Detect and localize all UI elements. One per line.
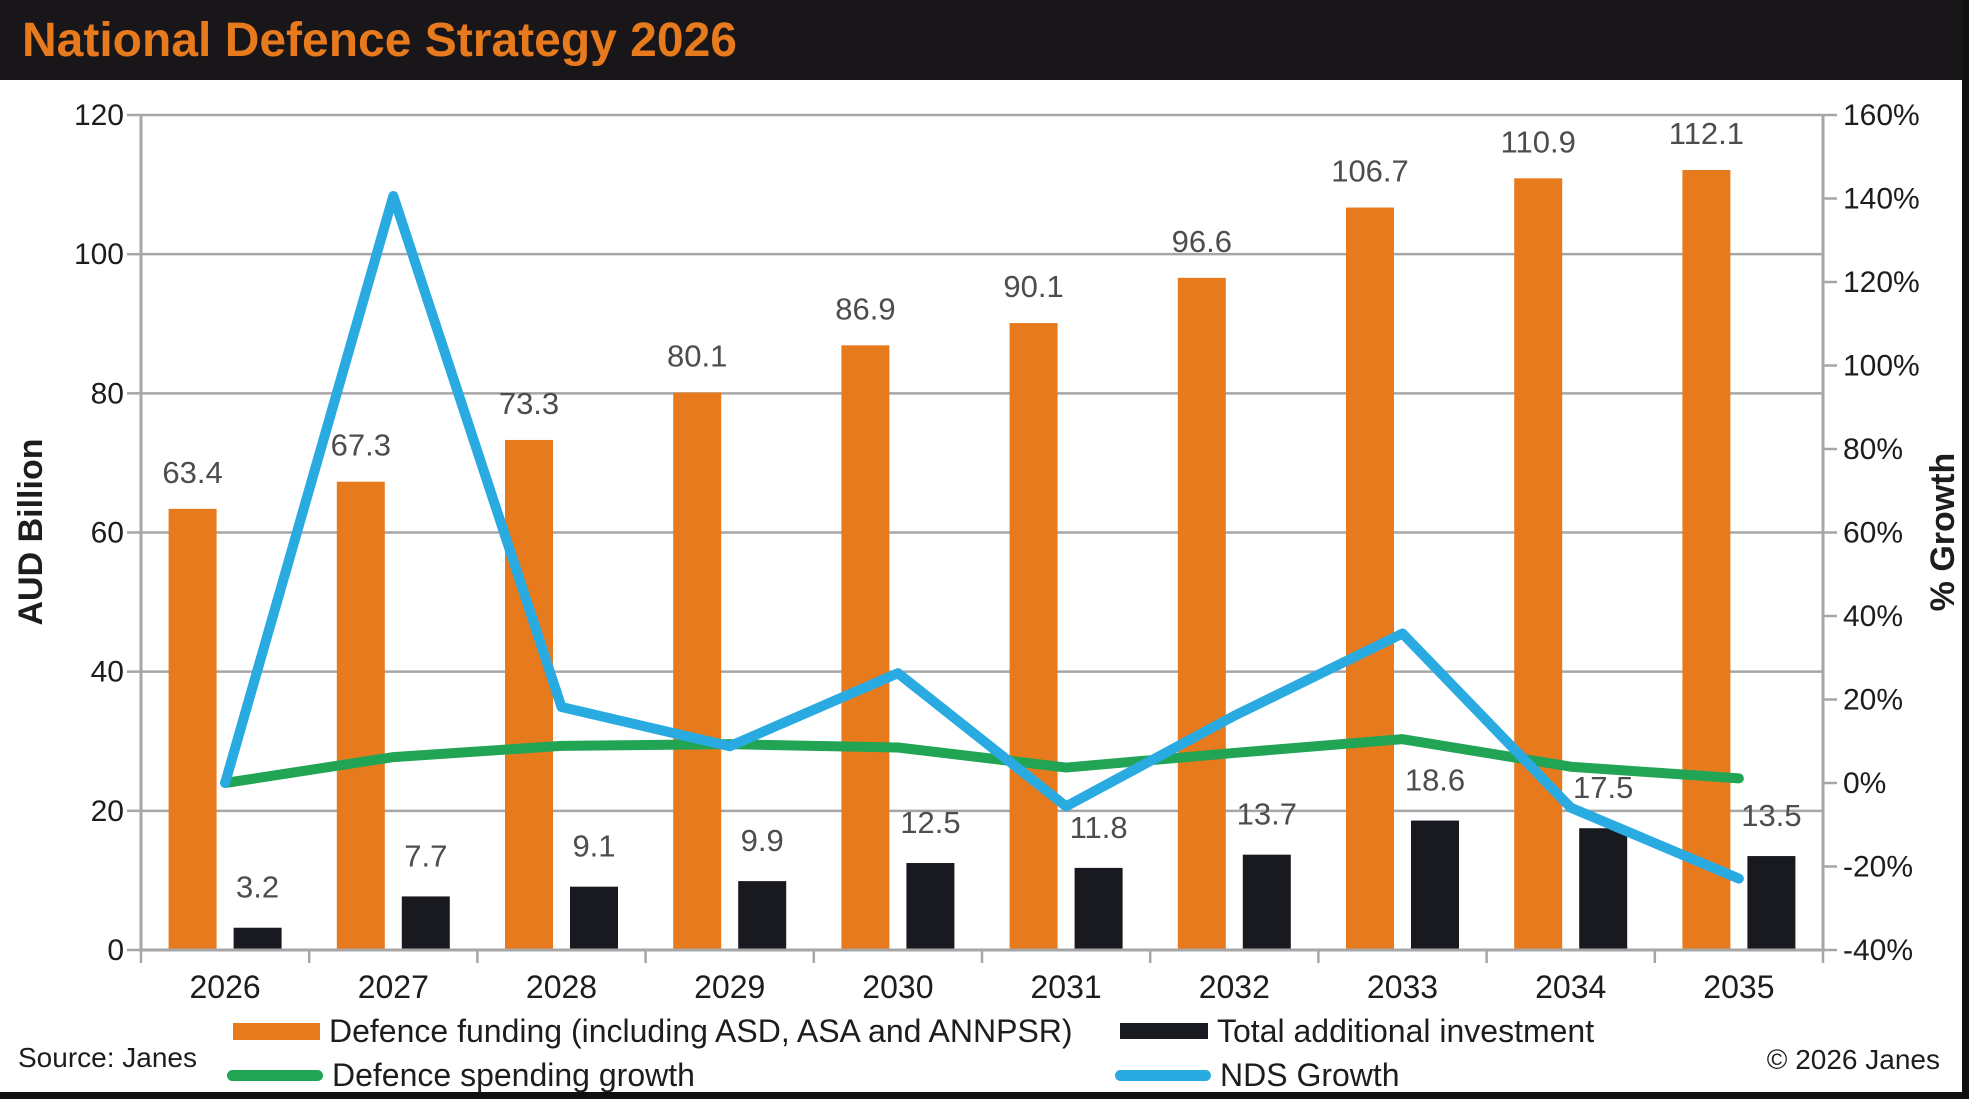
left-axis-tick-label: 120 [74, 99, 124, 132]
additional-investment-bar [1579, 828, 1628, 950]
legend-item-spending-growth: Defence spending growth [227, 1056, 695, 1094]
additional-investment-bar [1242, 854, 1291, 950]
legend-label-nds-growth: NDS Growth [1220, 1056, 1400, 1093]
right-axis-tick-label: -20% [1843, 851, 1913, 884]
right-axis-title: % Growth [1924, 452, 1962, 612]
left-axis-tick-label: 40 [91, 656, 124, 689]
frame-bottom-edge [0, 1092, 1969, 1099]
legend-label-additional-investment: Total additional investment [1217, 1012, 1595, 1049]
defence-funding-bar [1514, 178, 1563, 951]
additional-investment-bar [1747, 856, 1796, 950]
right-axis-tick-label: 20% [1843, 684, 1903, 717]
bar-value-label: 17.5 [1573, 770, 1633, 805]
left-axis-tick-label: 60 [91, 517, 124, 550]
bar-value-label: 67.3 [331, 428, 391, 463]
legend-item-defence-funding: Defence funding (including ASD, ASA and … [233, 1012, 1073, 1050]
x-axis-label: 2033 [1367, 969, 1438, 1005]
source-note: Source: Janes [18, 1042, 197, 1073]
legend-item-additional-investment: Total additional investment [1120, 1012, 1594, 1050]
additional-investment-bar [570, 886, 618, 950]
additional-investment-bar [738, 881, 787, 950]
left-axis-tick-label: 100 [74, 238, 124, 271]
defence-funding-bar [1682, 169, 1731, 951]
additional-investment-swatch [1120, 1023, 1208, 1039]
additional-investment-bar [233, 927, 282, 950]
page-title: National Defence Strategy 2026 [22, 13, 737, 67]
nds-growth-line [220, 190, 1744, 884]
additional-investment-bar [1411, 820, 1459, 950]
right-axis-tick-label: 40% [1843, 600, 1903, 633]
right-axis-tick-label: 120% [1843, 266, 1920, 299]
x-axis-label: 2032 [1199, 969, 1270, 1005]
bar-value-label: 90.1 [1003, 269, 1063, 304]
bar-value-label: 86.9 [835, 291, 895, 326]
bar-value-label: 80.1 [667, 339, 727, 374]
x-axis-label: 2027 [358, 969, 429, 1005]
defence-funding-bar [168, 508, 217, 950]
copyright-note: © 2026 Janes [1766, 1044, 1940, 1075]
left-axis-tick-label: 20 [91, 795, 124, 828]
defence-funding-bar [505, 439, 553, 950]
defence-spending-growth-line [220, 734, 1744, 788]
left-axis-title: AUD Billion [12, 438, 50, 626]
additional-investment-bar [401, 896, 450, 950]
x-axis-label: 2031 [1031, 969, 1102, 1005]
bar-value-label: 63.4 [162, 455, 222, 490]
left-axis-tick-label: 80 [91, 377, 124, 410]
bar-value-label: 112.1 [1669, 116, 1744, 151]
right-axis-tick-label: 60% [1843, 517, 1903, 550]
legend-label-defence-funding: Defence funding (including ASD, ASA and … [329, 1012, 1073, 1049]
defence-funding-bar [841, 345, 890, 951]
right-axis-tick-label: 80% [1843, 433, 1903, 466]
defence-funding-bar [336, 481, 385, 950]
x-axis-label: 2028 [526, 969, 597, 1005]
right-axis-tick-label: -40% [1843, 934, 1913, 967]
defence-funding-bar [673, 392, 722, 950]
defence-funding-bar [1177, 277, 1226, 950]
bar-value-label: 13.7 [1237, 797, 1297, 832]
bar-value-label: 106.7 [1331, 154, 1409, 189]
bar-value-label: 13.5 [1741, 798, 1801, 833]
bar-value-label: 11.8 [1070, 810, 1128, 845]
additional-investment-bar [906, 863, 955, 950]
legend-label-spending-growth: Defence spending growth [332, 1056, 695, 1093]
bar-value-label: 9.9 [741, 823, 784, 858]
defence-funding-bar [1009, 323, 1058, 950]
legend-item-nds-growth: NDS Growth [1115, 1056, 1400, 1094]
right-axis-tick-label: 160% [1843, 99, 1920, 132]
additional-investment-bar [1074, 867, 1123, 950]
bar-value-label: 12.5 [900, 805, 960, 840]
x-axis-label: 2034 [1535, 969, 1606, 1005]
bar-value-label: 7.7 [404, 838, 447, 873]
defence-funding-bar [1346, 207, 1394, 950]
right-axis-tick-label: 100% [1843, 350, 1920, 383]
bar-value-label: 110.9 [1501, 124, 1576, 159]
bar-value-label: 73.3 [499, 386, 559, 421]
bar-value-label: 3.2 [236, 870, 279, 905]
x-axis-label: 2035 [1703, 969, 1774, 1005]
right-axis-tick-label: 140% [1843, 183, 1920, 216]
defence-funding-swatch [233, 1022, 320, 1040]
nds-growth-swatch [1115, 1069, 1211, 1081]
right-axis-tick-label: 0% [1843, 767, 1886, 800]
title-bar: National Defence Strategy 2026 [0, 0, 1969, 80]
x-axis-label: 2026 [190, 969, 261, 1005]
bar-value-label: 96.6 [1172, 224, 1232, 259]
frame-right-edge [1962, 0, 1969, 1099]
left-axis-tick-label: 0 [107, 934, 124, 967]
x-axis-label: 2030 [862, 969, 933, 1005]
bar-value-label: 9.1 [572, 829, 615, 864]
x-axis-label: 2029 [694, 969, 765, 1005]
defence-spending-growth-swatch [227, 1069, 323, 1081]
bar-value-label: 18.6 [1405, 763, 1465, 798]
